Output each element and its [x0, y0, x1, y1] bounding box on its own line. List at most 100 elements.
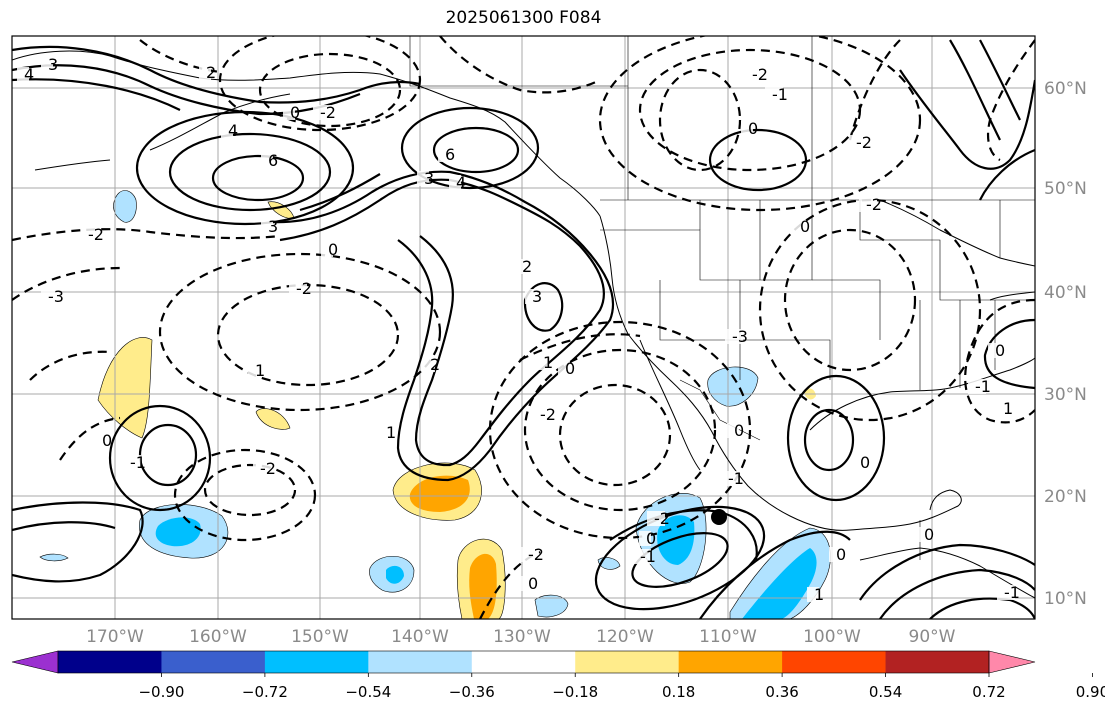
contour-label-bg — [515, 259, 527, 274]
contour-label-bg — [745, 67, 763, 82]
contour-label-bg — [996, 401, 1008, 416]
contour-label-bg — [313, 105, 331, 120]
contour-label: 1 — [1003, 399, 1013, 418]
contour-label-bg — [968, 379, 986, 394]
contour-label: 6 — [268, 151, 278, 170]
colorbar-segment — [58, 651, 162, 673]
contour-label: -3 — [732, 327, 748, 346]
negative-anomaly-fill — [534, 594, 569, 618]
contour-label-bg — [41, 57, 53, 72]
contour-label: 1 — [814, 585, 824, 604]
lon-label: 150°W — [291, 627, 349, 647]
negative-anomaly-fill — [742, 548, 817, 619]
contour-label-bg — [807, 587, 819, 602]
colorbar-labels: −0.90 −0.72 −0.54 −0.36 −0.18 0.18 0.36 0.54 0.7… — [138, 673, 1105, 701]
colorbar-tick-label: −0.72 — [242, 683, 288, 701]
contour-label: 0 — [290, 103, 300, 122]
contour-label: -2 — [528, 545, 544, 564]
contour-label-bg — [449, 175, 461, 190]
contour-label: 1 — [255, 361, 265, 380]
contour-label: -2 — [260, 459, 276, 478]
contour-label: -1 — [975, 377, 991, 396]
contour-label: -2 — [752, 65, 768, 84]
contour-label: -2 — [856, 133, 872, 152]
colorbar-extend-min — [11, 650, 59, 674]
colorbar-segment — [471, 651, 576, 673]
colorbar-segment — [368, 651, 473, 673]
lon-label: 170°W — [86, 627, 144, 647]
contour-label-bg — [123, 455, 141, 470]
contour-label: 4 — [24, 65, 34, 84]
contour-label-bg — [533, 407, 551, 422]
contour-label: 0 — [836, 545, 846, 564]
contour-label-bg — [859, 197, 877, 212]
colorbar-segment — [782, 651, 887, 673]
contour-label: -1 — [130, 453, 146, 472]
contour-label-bg — [417, 171, 429, 186]
positive-anomaly-fill — [409, 475, 470, 512]
contour-label: -2 — [296, 279, 312, 298]
negative-anomaly-fill — [386, 565, 404, 584]
colorbar-tick-label: 0.72 — [972, 683, 1005, 701]
contour-label: 2 — [522, 257, 532, 276]
positive-anomaly-fill — [255, 408, 291, 430]
colorbar-tick-label: −0.36 — [449, 683, 495, 701]
contour-label-bg — [321, 242, 333, 257]
colorbar-segment — [885, 651, 990, 673]
contour-label-bg — [793, 219, 805, 234]
negative-anomaly-fill — [39, 553, 69, 562]
contour-label-bg — [639, 531, 651, 546]
contour-label-bg — [379, 425, 391, 440]
positive-anomaly-fill — [469, 553, 497, 619]
lon-label: 120°W — [596, 627, 654, 647]
contour-label: 0 — [995, 341, 1005, 360]
contour-label-bg — [521, 576, 533, 591]
contour-label: 3 — [424, 169, 434, 188]
contour-label: 4 — [228, 121, 238, 140]
colorbar-tick-label: 0.90 — [1076, 683, 1105, 701]
contour-label-bg — [95, 433, 107, 448]
negative-anomaly-fill — [113, 190, 137, 223]
contour-label: -3 — [48, 287, 64, 306]
lat-label: 10°N — [1044, 589, 1087, 609]
contour-label-bg — [261, 153, 273, 168]
negative-anomaly-fill — [729, 527, 831, 619]
negative-anomaly-fill — [155, 517, 201, 547]
map-title: 2025061300 F084 — [445, 8, 602, 28]
contour-label: 1 — [386, 423, 396, 442]
contour-label: 0 — [734, 421, 744, 440]
contour-label-bg — [438, 147, 450, 162]
contour-label: 3 — [532, 287, 542, 306]
contour-label: -2 — [866, 195, 882, 214]
contour-label-bg — [253, 461, 271, 476]
positive-anomaly-fill — [97, 337, 153, 439]
contour-label: -2 — [88, 225, 104, 244]
lat-label: 60°N — [1044, 79, 1087, 99]
contour-label-bg — [81, 227, 99, 242]
contour-label-bg — [261, 219, 273, 234]
contour-label-bg — [41, 289, 59, 304]
lon-label: 90°W — [909, 627, 956, 647]
colorbar-tick-label: 0.54 — [869, 683, 902, 701]
colorbar-segment — [678, 651, 783, 673]
contour-label: 0 — [528, 574, 538, 593]
latitude-labels: 60°N 50°N 40°N 30°N 20°N 10°N — [1044, 79, 1087, 609]
contour-label-bg — [633, 549, 651, 564]
colorbar-segment — [161, 651, 266, 673]
contour-label-bg — [199, 65, 211, 80]
contour-label: -1 — [640, 547, 656, 566]
colorbar-tick-label: 0.36 — [765, 683, 798, 701]
contour-label: -2 — [654, 509, 670, 528]
contour-label-bg — [221, 123, 233, 138]
contour-label: -1 — [1004, 583, 1020, 602]
contour-label: 2 — [430, 355, 440, 374]
contour-label: 0 — [102, 431, 112, 450]
lat-label: 30°N — [1044, 385, 1087, 405]
contour-label-bg — [997, 585, 1015, 600]
contour-label: 4 — [456, 173, 466, 192]
contour-label: 3 — [268, 217, 278, 236]
contour-label: -2 — [320, 103, 336, 122]
lat-label: 50°N — [1044, 179, 1087, 199]
contour-label-bg — [741, 121, 753, 136]
